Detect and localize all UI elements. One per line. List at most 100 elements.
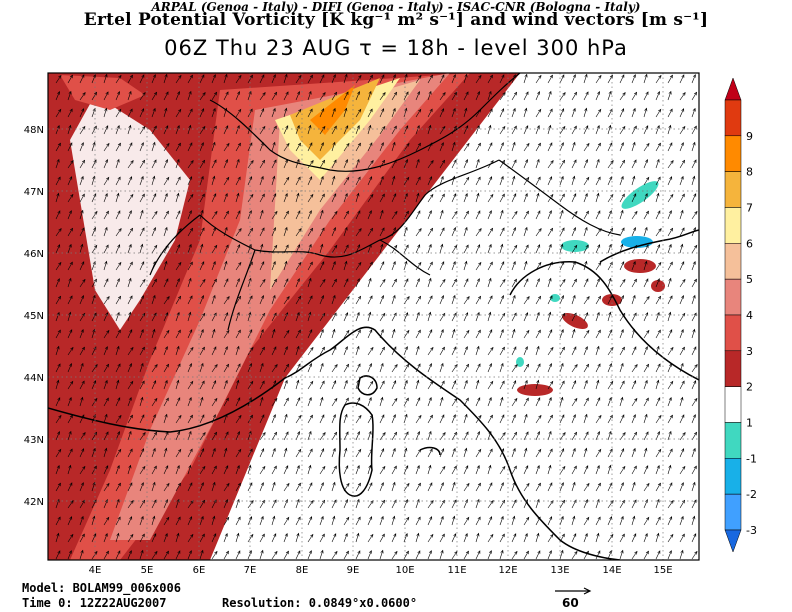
wind-vector [367, 500, 374, 509]
wind-vector [559, 74, 565, 84]
wind-vector-head [404, 447, 408, 452]
wind-vector-head [693, 465, 697, 470]
wind-vector-head [548, 464, 552, 469]
wind-vector-head [525, 210, 529, 215]
wind-vector-head [622, 125, 626, 130]
wind-vector [259, 347, 265, 356]
wind-vector [511, 533, 517, 543]
wind-vector [199, 363, 204, 373]
wind-vector [139, 380, 145, 390]
wind-vector [583, 244, 589, 254]
wind-vector-head [140, 362, 144, 367]
wind-vector-head [81, 108, 85, 112]
wind-vector [271, 499, 277, 509]
wind-vector [199, 448, 204, 458]
wind-vector [643, 330, 650, 339]
wind-vector [307, 176, 312, 186]
wind-vector [175, 516, 181, 526]
wind-vector [151, 499, 157, 509]
wind-vector [535, 312, 540, 322]
wind-vector-head [658, 74, 662, 79]
wind-vector-head [501, 346, 505, 351]
wind-vector-head [585, 278, 589, 282]
wind-vector-head [417, 142, 421, 147]
wind-vector-head [562, 432, 566, 436]
wind-vector-head [105, 550, 109, 555]
wind-vector-head [670, 193, 674, 198]
wind-vector-head [154, 244, 158, 249]
wind-vector-head [176, 464, 180, 469]
wind-vector [643, 533, 648, 543]
wind-vector-head [476, 464, 480, 469]
wind-vector [103, 211, 109, 220]
wind-vector [655, 262, 662, 271]
wind-vector-head [333, 431, 337, 436]
wind-vector-head [417, 431, 420, 435]
wind-vector [511, 279, 517, 288]
wind-vector [295, 415, 302, 424]
wind-vector-head [272, 107, 276, 112]
wind-vector-head [153, 346, 157, 350]
wind-vector-head [476, 345, 480, 350]
wind-vector [679, 363, 684, 373]
wind-vector [211, 92, 217, 101]
wind-vector [451, 279, 457, 288]
wind-vector [367, 142, 373, 152]
wind-vector [163, 296, 170, 305]
wind-vector-head [93, 159, 97, 164]
wind-vector-head [620, 482, 624, 486]
map-subtitle: 06Z Thu 23 AUG τ = 18h - level 300 hPa [164, 36, 628, 60]
wind-vector-head [298, 448, 302, 453]
wind-vector-head [57, 210, 61, 214]
wind-vector-head [345, 125, 349, 129]
wind-vector-head [680, 243, 684, 248]
wind-vector-head [344, 107, 348, 112]
wind-vector [115, 75, 122, 84]
wind-vector-head [693, 193, 697, 197]
wind-vector [55, 483, 61, 492]
wind-vector [667, 228, 673, 237]
wind-vector [679, 279, 686, 288]
wind-vector [523, 499, 528, 509]
wind-vector [271, 92, 277, 101]
wind-vector-head [297, 176, 301, 181]
wind-vector-head [57, 397, 61, 401]
wind-vector-head [382, 125, 386, 130]
wind-vector [571, 159, 577, 169]
lon-label: 5E [141, 565, 154, 576]
wind-vector [415, 415, 422, 424]
wind-vector [391, 516, 395, 526]
wind-vector-head [392, 107, 396, 112]
wind-vector [163, 380, 168, 390]
wind-vector [655, 143, 661, 152]
wind-vector-head [466, 142, 470, 147]
wind-vector-head [153, 91, 157, 96]
wind-vector-head [394, 397, 398, 402]
wind-vector [67, 295, 73, 305]
wind-vector-head [586, 482, 590, 487]
wind-vector-head [514, 210, 518, 215]
wind-vector [487, 91, 492, 101]
wind-vector [247, 75, 253, 84]
wind-vector-head [297, 363, 301, 368]
wind-vector-head [272, 74, 276, 78]
wind-vector-head [549, 142, 553, 146]
wind-vector [403, 125, 409, 135]
wind-vector-head [537, 397, 541, 401]
wind-vector-head [393, 193, 397, 197]
wind-vector-head [536, 498, 540, 503]
wind-vector [235, 91, 240, 101]
wind-vector [223, 125, 229, 135]
wind-vector [607, 91, 612, 101]
wind-vector [343, 177, 350, 186]
wind-vector [295, 91, 300, 101]
wind-vector-head [190, 500, 194, 504]
wind-vector-head [249, 482, 253, 486]
wind-vector [631, 74, 636, 84]
wind-vector-head [273, 91, 277, 96]
wind-vector-head [694, 244, 698, 249]
wind-vector-head [585, 159, 588, 163]
wind-vector [379, 261, 385, 271]
wind-vector [79, 295, 84, 305]
wind-vector-head [681, 261, 685, 265]
